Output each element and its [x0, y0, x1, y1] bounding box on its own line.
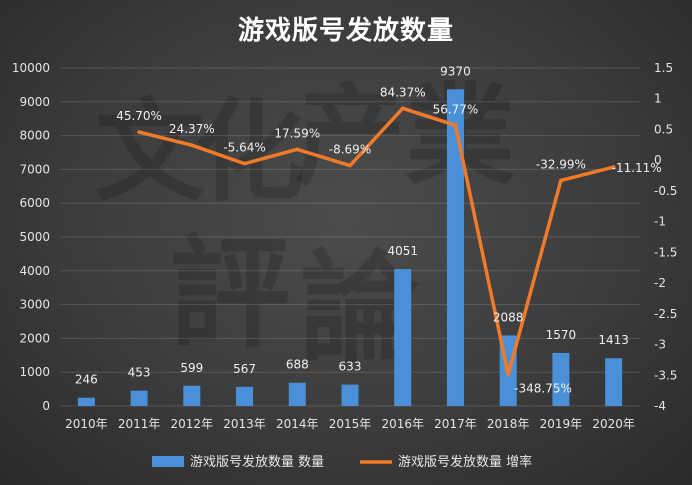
x-tick: 2018年 — [487, 417, 530, 431]
y-right-tick: 1.5 — [654, 61, 673, 75]
legend-label-line: 游戏版号发放数量 增率 — [398, 454, 532, 470]
label-layer: 246 453 599 567 688 633 4051 9370 2088 1570 1413 45… — [75, 64, 662, 395]
y-right-tick: -2.5 — [654, 307, 677, 321]
bar — [77, 397, 95, 406]
x-tick: 2011年 — [118, 417, 161, 431]
x-tick: 2015年 — [329, 417, 372, 431]
growth-rate-point — [190, 143, 194, 148]
bar-data-label: 2088 — [493, 310, 524, 324]
y-right-tick: -0.5 — [654, 184, 677, 198]
bar — [341, 384, 359, 406]
bar — [130, 390, 148, 406]
watermark-glyph: 文 — [95, 87, 205, 216]
bar-data-label: 453 — [128, 366, 151, 380]
growth-rate-point — [348, 163, 352, 168]
x-tick: 2020年 — [592, 417, 635, 431]
y-left-tick: 8000 — [19, 129, 50, 143]
bar-data-label: 688 — [286, 358, 309, 372]
y-left-tick: 5000 — [19, 230, 50, 244]
y-right-tick: 0 — [654, 153, 662, 167]
y-right-tick: -4 — [654, 399, 666, 413]
growth-rate-point — [506, 372, 510, 377]
bar-data-label: 246 — [75, 373, 98, 387]
y-right-tick: -1 — [654, 215, 666, 229]
y-left-tick: 3000 — [19, 298, 50, 312]
bar — [183, 385, 201, 406]
growth-rate-point — [400, 106, 405, 111]
line-layer — [137, 106, 616, 377]
line-data-label: -11.11% — [612, 161, 662, 175]
line-data-label: 84.37% — [380, 85, 426, 99]
y-left-tick: 10000 — [12, 61, 50, 75]
bar — [394, 269, 412, 406]
growth-rate-point — [559, 178, 563, 183]
line-data-label: 17.59% — [274, 126, 320, 140]
chart-title: 游戏版号发放数量 — [237, 16, 454, 46]
y-left-tick: 0 — [42, 399, 50, 413]
y-right-tick: -3.5 — [654, 368, 677, 382]
bar-data-label: 599 — [180, 361, 203, 375]
y-right-tick: 0.5 — [654, 122, 673, 136]
growth-rate-point — [137, 130, 141, 134]
y-left-tick: 1000 — [19, 365, 50, 379]
y-left-tick: 2000 — [19, 331, 50, 345]
bar — [552, 352, 570, 406]
bar-data-label: 567 — [233, 362, 256, 376]
x-tick: 2019年 — [540, 417, 583, 431]
x-tick: 2016年 — [381, 417, 424, 431]
growth-rate-line — [137, 106, 616, 377]
x-tick: 2012年 — [171, 417, 214, 431]
growth-rate-point — [611, 165, 616, 169]
bar — [288, 382, 306, 406]
line-data-label: -348.75% — [514, 382, 572, 396]
line-data-label: -32.99% — [536, 157, 586, 171]
y-left-tick: 7000 — [19, 162, 50, 176]
bar-data-label: 1413 — [598, 333, 629, 347]
bar-data-label: 9370 — [440, 64, 471, 78]
line-data-label: 56.77% — [433, 102, 479, 116]
x-tick: 2013年 — [223, 417, 266, 431]
y-left-tick: 6000 — [19, 196, 50, 210]
watermark-glyph: 产 — [295, 72, 405, 201]
bar-data-label: 1570 — [546, 328, 577, 342]
axis-layer: 0100020003000400050006000700080009000100… — [12, 61, 678, 431]
watermark-glyph: 評 — [170, 223, 290, 364]
y-right-tick: -1.5 — [654, 245, 677, 259]
bar — [446, 89, 464, 406]
bar — [605, 358, 623, 406]
line-data-label: -5.64% — [223, 141, 265, 155]
x-tick: 2014年 — [276, 417, 319, 431]
x-tick: 2010年 — [65, 417, 108, 431]
line-data-label: 45.70% — [116, 109, 162, 123]
y-right-tick: -2 — [654, 276, 666, 290]
growth-rate-point — [242, 161, 247, 166]
legend-swatch-bar — [152, 456, 184, 467]
bar-data-label: 633 — [339, 360, 362, 374]
x-tick: 2017年 — [434, 417, 477, 431]
legend: 游戏版号发放数量 数量 游戏版号发放数量 增率 — [152, 454, 532, 470]
y-right-tick: -3 — [654, 338, 666, 352]
y-right-tick: 1 — [654, 92, 662, 106]
growth-rate-point — [453, 123, 458, 128]
legend-label-bar: 游戏版号发放数量 数量 — [190, 454, 324, 470]
line-data-label: 24.37% — [169, 122, 215, 136]
line-data-label: -8.69% — [329, 143, 371, 157]
y-left-tick: 4000 — [19, 264, 50, 278]
bar — [236, 386, 254, 406]
y-left-tick: 9000 — [19, 95, 50, 109]
bar-data-label: 4051 — [387, 244, 418, 258]
growth-rate-point — [295, 147, 300, 152]
